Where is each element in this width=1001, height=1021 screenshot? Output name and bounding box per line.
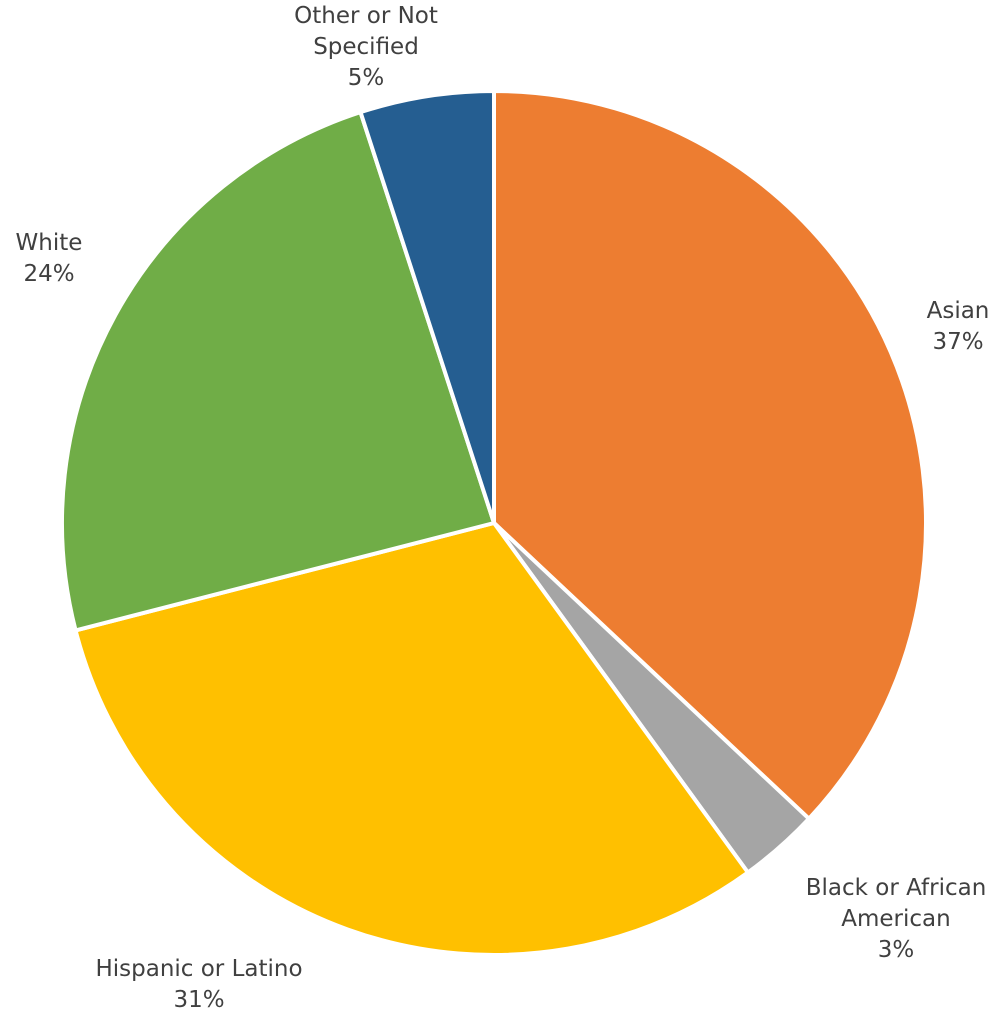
data-label-hispanic-or-latino: Hispanic or Latino 31% <box>95 956 302 1013</box>
pie-slice-other-or-not-specified <box>358 89 496 525</box>
pie-slices <box>60 89 928 957</box>
data-label-category: Hispanic or Latino <box>95 956 302 982</box>
data-label-category: American <box>841 906 950 932</box>
pie-slice-hispanic-or-latino <box>73 521 750 957</box>
data-label-other-or-not-specified: Other or Not Specified 5% <box>294 3 438 91</box>
data-label-category: White <box>16 230 83 256</box>
data-label-value: 3% <box>878 937 915 963</box>
data-label-category: Specified <box>313 34 419 60</box>
data-label-category: Other or Not <box>294 3 438 29</box>
pie-slice-asian <box>492 89 928 821</box>
pie-slice-white <box>60 110 496 633</box>
data-label-category: Black or African <box>806 875 987 901</box>
data-label-value: 24% <box>23 261 74 287</box>
data-label-category: Asian <box>927 298 990 324</box>
data-label-value: 5% <box>348 65 385 91</box>
data-label-value: 37% <box>932 329 983 355</box>
data-label-white: White 24% <box>16 230 83 287</box>
pie-data-labels: Asian 37% Black or African American 3% Hispan… <box>16 3 990 1013</box>
data-label-value: 31% <box>173 987 224 1013</box>
data-label-asian: Asian 37% <box>927 298 990 355</box>
data-label-black-or-african-american: Black or African American 3% <box>806 875 987 963</box>
